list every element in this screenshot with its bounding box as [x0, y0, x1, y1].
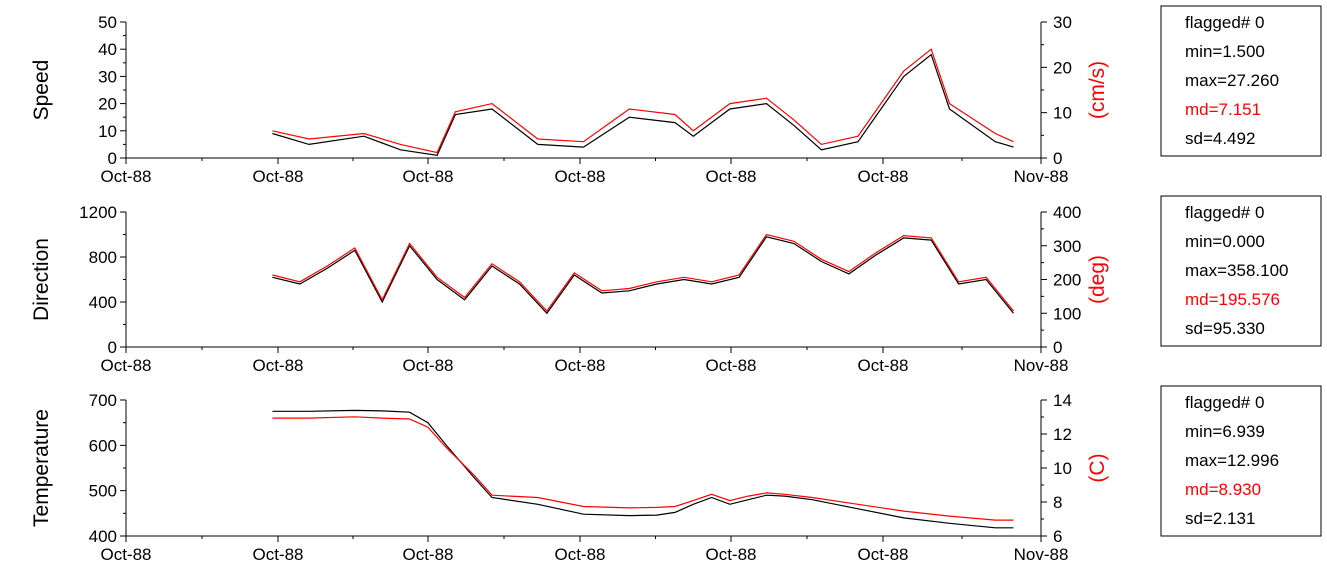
x-tick-label: Oct-88: [100, 167, 151, 186]
y2-axis-label: (cm/s): [1086, 61, 1109, 119]
y2-tick-label: 20: [1053, 58, 1072, 77]
y2-axis-label: (C): [1086, 453, 1109, 482]
stats-max: max=358.100: [1185, 261, 1289, 280]
stats-flagged: flagged# 0: [1185, 203, 1264, 222]
x-tick-label: Oct-88: [554, 167, 605, 186]
y-tick-label: 0: [108, 338, 117, 357]
stats-box: flagged# 0 min=0.000 max=358.100 md=195.576…: [1160, 195, 1322, 347]
x-tick-label: Oct-88: [100, 356, 151, 375]
x-tick-label: Oct-88: [252, 545, 303, 564]
panel-2: 0 400 800 1200 0 100 200 300 400 Oct-88 Oct-88 Oct-…: [30, 195, 1322, 375]
y2-tick-label: 400: [1053, 203, 1081, 222]
series-red-line: [272, 48, 1014, 154]
panel-1: 0 10 20 30 40 50 0 10 20 30 Oct-88 Oct-88 Oct-88 Oct-…: [30, 5, 1322, 186]
stats-box-frame: [1160, 195, 1322, 347]
stats-flagged: flagged# 0: [1185, 13, 1264, 32]
y2-tick-label: 100: [1053, 304, 1081, 323]
y-tick-label: 800: [89, 248, 117, 267]
x-tick-label: Oct-88: [100, 545, 151, 564]
stats-min: min=1.500: [1185, 42, 1265, 61]
series-black-line: [272, 409, 1014, 529]
y2-tick-label: 10: [1053, 104, 1072, 123]
stats-md: md=8.930: [1185, 480, 1261, 499]
y2-tick-label: 14: [1053, 391, 1072, 410]
x-tick-label: Oct-88: [705, 167, 756, 186]
x-tick-label: Oct-88: [705, 356, 756, 375]
y2-tick-label: 30: [1053, 13, 1072, 32]
y2-tick-label: 0: [1053, 338, 1062, 357]
x-tick-label: Nov-88: [1014, 167, 1069, 186]
y-tick-label: 400: [89, 293, 117, 312]
y-tick-label: 500: [89, 482, 117, 501]
series-red-line: [272, 233, 1014, 312]
y-tick-label: 20: [98, 95, 117, 114]
stats-flagged: flagged# 0: [1185, 393, 1264, 412]
y2-tick-label: 200: [1053, 271, 1081, 290]
x-tick-label: Oct-88: [857, 545, 908, 564]
stats-min: min=0.000: [1185, 232, 1265, 251]
x-tick-label: Oct-88: [705, 545, 756, 564]
y-tick-label: 700: [89, 391, 117, 410]
y2-tick-label: 12: [1053, 425, 1072, 444]
y-axis-label: Speed: [30, 60, 53, 121]
x-tick-label: Oct-88: [402, 356, 453, 375]
stats-md: md=195.576: [1185, 290, 1280, 309]
stats-box: flagged# 0 min=1.500 max=27.260 md=7.151 sd=…: [1160, 5, 1322, 157]
x-tick-label: Oct-88: [252, 167, 303, 186]
stats-box-frame: [1160, 385, 1322, 537]
y-tick-label: 0: [108, 149, 117, 168]
x-tick-label: Nov-88: [1014, 545, 1069, 564]
stats-sd: sd=95.330: [1185, 319, 1265, 338]
y-tick-label: 40: [98, 40, 117, 59]
series-black-line: [272, 53, 1014, 156]
y-tick-label: 1200: [79, 203, 117, 222]
stats-box: flagged# 0 min=6.939 max=12.996 md=8.930 sd=…: [1160, 385, 1322, 537]
y-tick-label: 10: [98, 122, 117, 141]
series-black-line: [272, 236, 1014, 315]
y-tick-label: 600: [89, 436, 117, 455]
x-tick-label: Oct-88: [857, 356, 908, 375]
y-axis-label: Direction: [30, 238, 53, 321]
y-axis-label: Temperature: [30, 409, 53, 527]
panel-3: 400 500 600 700 6 8 10 12 14 Oct-88 Oct-88 Oct-88 Oc…: [30, 385, 1322, 564]
y2-tick-label: 8: [1053, 493, 1062, 512]
stats-max: max=27.260: [1185, 71, 1279, 90]
y-tick-label: 400: [89, 527, 117, 546]
x-tick-label: Oct-88: [554, 356, 605, 375]
stats-min: min=6.939: [1185, 422, 1265, 441]
series-red-line: [272, 416, 1014, 521]
stats-sd: sd=2.131: [1185, 509, 1255, 528]
y2-tick-label: 6: [1053, 527, 1062, 546]
x-tick-label: Oct-88: [402, 545, 453, 564]
stats-max: max=12.996: [1185, 451, 1279, 470]
y2-tick-label: 10: [1053, 459, 1072, 478]
stats-box-frame: [1160, 5, 1322, 157]
x-tick-label: Oct-88: [857, 167, 908, 186]
y-tick-label: 30: [98, 67, 117, 86]
y-tick-label: 50: [98, 13, 117, 32]
y2-axis-label: (deg): [1086, 255, 1109, 304]
stats-md: md=7.151: [1185, 100, 1261, 119]
x-tick-label: Oct-88: [554, 545, 605, 564]
y2-tick-label: 300: [1053, 237, 1081, 256]
x-tick-label: Oct-88: [402, 167, 453, 186]
x-tick-label: Nov-88: [1014, 356, 1069, 375]
x-tick-label: Oct-88: [252, 356, 303, 375]
y2-tick-label: 0: [1053, 149, 1062, 168]
stats-sd: sd=4.492: [1185, 129, 1255, 148]
